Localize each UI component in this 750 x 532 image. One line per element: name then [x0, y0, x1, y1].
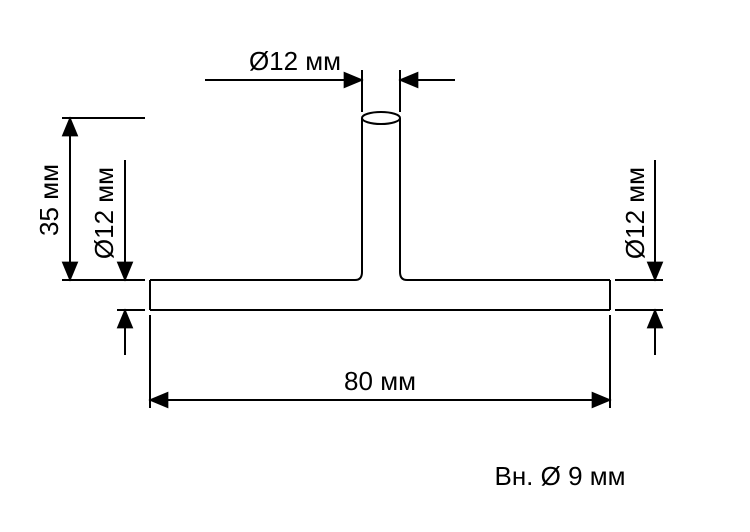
label-right-diameter: Ø12 мм	[620, 167, 650, 259]
label-top-diameter: Ø12 мм	[249, 46, 341, 76]
tee-fitting-outline	[150, 112, 610, 310]
label-bottom-length: 80 мм	[344, 366, 416, 396]
label-left-diameter: Ø12 мм	[89, 167, 119, 259]
label-inner-diameter: Вн. Ø 9 мм	[494, 461, 625, 491]
technical-drawing: Ø12 мм 35 мм Ø12 мм Ø12 мм 80 мм Вн. Ø 9	[0, 0, 750, 532]
label-left-height: 35 мм	[34, 164, 64, 236]
dim-top-diameter	[205, 70, 455, 112]
dim-left-diameter	[117, 160, 145, 355]
